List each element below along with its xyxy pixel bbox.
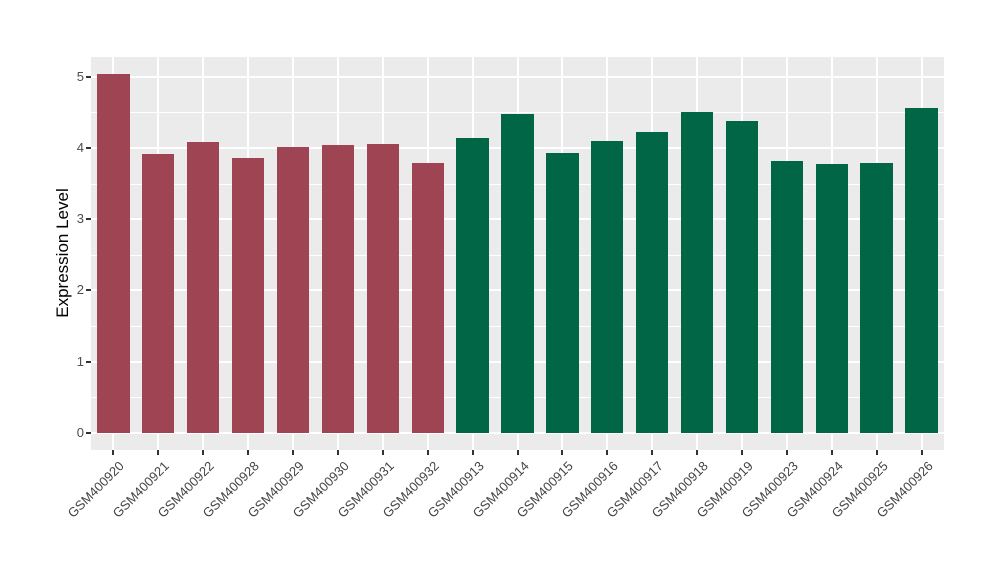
bar-GSM400921 [142, 154, 175, 433]
x-tick [381, 450, 384, 455]
x-tick [651, 450, 654, 455]
bar-GSM400918 [680, 111, 714, 433]
y-tick [86, 432, 91, 434]
bar-GSM400917 [636, 132, 669, 433]
y-tick [86, 289, 91, 292]
y-tick [86, 218, 91, 221]
bar-GSM400922 [187, 141, 220, 433]
x-tick [920, 450, 923, 455]
x-tick [561, 450, 564, 455]
y-tick [86, 360, 91, 363]
bar-GSM400932 [411, 162, 444, 433]
x-tick [516, 450, 519, 455]
x-tick [471, 450, 474, 455]
y-axis-title: Expression Level [53, 188, 72, 318]
y-tick-label: 1 [76, 353, 84, 369]
x-tick [292, 450, 295, 455]
bar-GSM400915 [546, 152, 579, 433]
bar-GSM400930 [321, 145, 355, 433]
y-tick-label: 3 [76, 211, 84, 227]
x-tick [740, 450, 743, 455]
bar-GSM400913 [456, 137, 489, 433]
bar-GSM400923 [770, 160, 804, 433]
x-tick [830, 450, 833, 455]
plot-panel [91, 57, 944, 450]
x-tick [696, 450, 699, 455]
x-tick [247, 450, 250, 455]
bar-GSM400919 [725, 120, 759, 433]
bar-GSM400925 [860, 162, 893, 433]
y-tick-label: 0 [76, 425, 84, 440]
y-tick-label: 2 [76, 282, 84, 298]
x-tick [875, 450, 878, 455]
x-tick [426, 450, 429, 455]
bar-GSM400914 [501, 114, 534, 433]
bar-GSM400926 [905, 108, 938, 433]
x-tick [336, 450, 339, 455]
bar-GSM400928 [231, 157, 265, 433]
x-tick [112, 450, 115, 455]
y-tick [86, 75, 91, 78]
x-tick [157, 450, 160, 455]
bar-GSM400929 [276, 146, 310, 433]
x-tick [606, 450, 609, 455]
y-tick [86, 146, 91, 149]
y-tick-label: 4 [76, 139, 84, 155]
bar-GSM400916 [591, 140, 624, 433]
bar-GSM400924 [815, 164, 848, 433]
x-tick [785, 450, 788, 455]
bar-GSM400931 [366, 144, 399, 433]
y-tick-label: 5 [76, 68, 84, 84]
x-tick [202, 450, 205, 455]
bar-GSM400920 [97, 73, 130, 433]
